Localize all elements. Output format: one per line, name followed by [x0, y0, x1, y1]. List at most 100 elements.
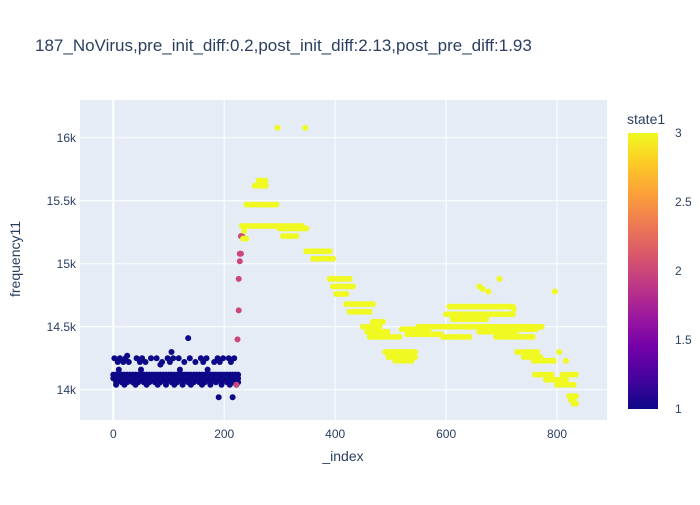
colorbar-tick-label: 2: [675, 264, 682, 278]
data-point: [326, 248, 333, 255]
data-point: [153, 355, 160, 362]
y-axis-title: frequency11: [7, 221, 23, 297]
data-point: [114, 359, 121, 365]
data-point: [171, 381, 178, 388]
data-point: [176, 366, 183, 373]
data-point: [243, 235, 250, 242]
colorbar-tick-label: 2.5: [675, 195, 692, 209]
data-point: [148, 355, 154, 362]
data-point: [185, 335, 192, 342]
data-point: [241, 228, 248, 234]
data-point: [187, 381, 194, 388]
x-tick-label: 600: [436, 427, 456, 441]
data-point: [572, 400, 579, 407]
data-point: [120, 359, 127, 365]
data-point: [262, 177, 269, 184]
data-point: [168, 349, 175, 355]
data-point: [366, 308, 373, 315]
data-point: [396, 333, 403, 340]
data-point: [216, 359, 223, 365]
data-point: [293, 233, 300, 240]
data-points: [110, 124, 579, 407]
data-point: [562, 357, 569, 364]
data-point: [204, 366, 211, 373]
data-point: [369, 301, 376, 308]
data-point: [556, 349, 563, 355]
data-point: [227, 359, 234, 365]
data-point: [408, 357, 415, 364]
y-tick-label: 14.5k: [47, 320, 77, 334]
data-point: [466, 333, 473, 340]
colorbar-tick-label: 1: [675, 402, 682, 416]
x-tick-label: 0: [110, 427, 117, 441]
data-point: [237, 250, 244, 257]
data-point: [157, 361, 164, 368]
data-point: [192, 359, 199, 365]
data-point: [509, 311, 516, 318]
axes: 0 200 400 600 800 14k 14.5k 15k 15.5k 16k: [47, 131, 568, 441]
data-point: [534, 349, 541, 355]
data-point: [235, 307, 242, 314]
data-point: [186, 355, 193, 362]
data-point: [572, 371, 579, 378]
data-point: [384, 328, 391, 335]
data-point: [211, 359, 218, 365]
data-point: [138, 366, 144, 373]
data-point: [229, 394, 236, 401]
data-point: [125, 359, 132, 365]
x-tick-label: 400: [325, 427, 345, 441]
data-point: [412, 349, 419, 355]
data-point: [142, 359, 149, 365]
x-tick-label: 800: [547, 427, 567, 441]
data-point: [330, 255, 336, 262]
data-point: [179, 381, 186, 388]
data-point: [349, 283, 356, 290]
data-point: [124, 352, 131, 359]
data-point: [132, 381, 139, 388]
data-point: [510, 306, 517, 313]
data-point: [234, 336, 241, 343]
data-point: [379, 318, 386, 325]
data-point: [236, 258, 243, 265]
data-point: [274, 124, 281, 131]
data-point: [376, 323, 383, 330]
data-point: [479, 286, 486, 292]
data-point: [163, 381, 169, 388]
data-point: [207, 381, 214, 388]
data-point: [485, 288, 492, 295]
data-point: [562, 376, 569, 383]
data-point: [166, 359, 173, 365]
colorbar-tick-label: 1.5: [675, 333, 692, 347]
x-axis-title: _index: [321, 448, 363, 464]
data-point: [143, 381, 150, 388]
chart-title: 187_NoVirus,pre_init_diff:0.2,post_init_…: [35, 36, 532, 55]
data-point: [303, 225, 310, 232]
colorbar-ticks: 1 1.5 2 2.5 3: [675, 126, 692, 416]
data-point: [200, 359, 207, 365]
colorbar-title: state1: [627, 111, 665, 127]
data-point: [235, 275, 242, 282]
data-point: [262, 182, 269, 189]
data-point: [551, 288, 558, 295]
colorbar-tick-label: 3: [675, 126, 682, 140]
data-point: [226, 381, 233, 388]
colorbar: state1 1 1.5 2 2.5 3: [627, 111, 692, 416]
data-point: [154, 381, 161, 388]
data-point: [570, 381, 577, 388]
data-point: [343, 291, 350, 297]
data-point: [533, 326, 539, 333]
y-tick-label: 16k: [57, 131, 77, 145]
y-tick-label: 14k: [57, 383, 77, 397]
data-point: [215, 394, 222, 401]
x-tick-label: 200: [214, 427, 234, 441]
data-point: [113, 381, 120, 388]
data-point: [199, 381, 205, 388]
data-point: [550, 357, 557, 364]
data-point: [518, 323, 525, 330]
data-point: [346, 275, 353, 282]
colorbar-gradient: [628, 133, 658, 409]
data-point: [136, 359, 143, 365]
plot-area: [80, 100, 607, 420]
